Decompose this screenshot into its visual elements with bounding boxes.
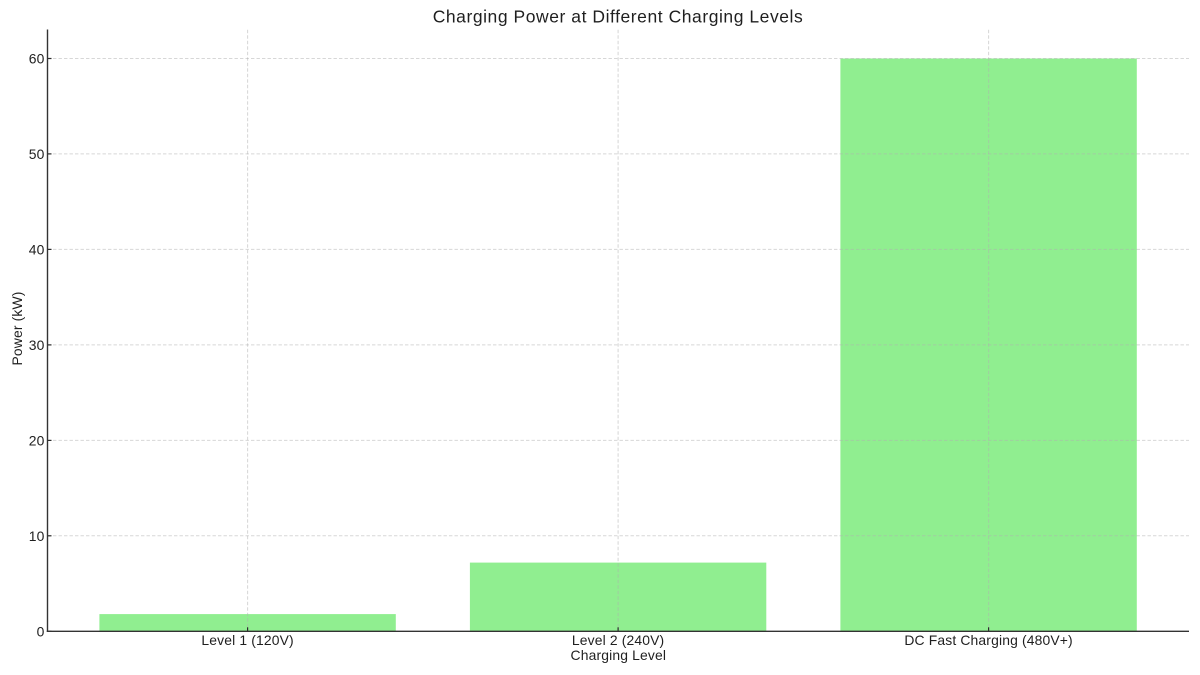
svg-text:Power (kW): Power (kW)	[9, 291, 25, 365]
svg-text:20: 20	[29, 433, 45, 449]
svg-text:Charging Level: Charging Level	[571, 647, 667, 663]
svg-text:Level 1 (120V): Level 1 (120V)	[201, 632, 293, 648]
svg-text:Level 2 (240V): Level 2 (240V)	[572, 632, 664, 648]
svg-text:50: 50	[29, 146, 45, 162]
svg-text:60: 60	[29, 51, 45, 67]
svg-text:40: 40	[29, 242, 45, 258]
svg-text:DC Fast Charging (480V+): DC Fast Charging (480V+)	[904, 632, 1072, 648]
svg-text:0: 0	[37, 624, 45, 640]
svg-text:Charging Power at Different Ch: Charging Power at Different Charging Lev…	[433, 7, 804, 27]
svg-text:10: 10	[29, 528, 45, 544]
svg-text:30: 30	[29, 337, 45, 353]
